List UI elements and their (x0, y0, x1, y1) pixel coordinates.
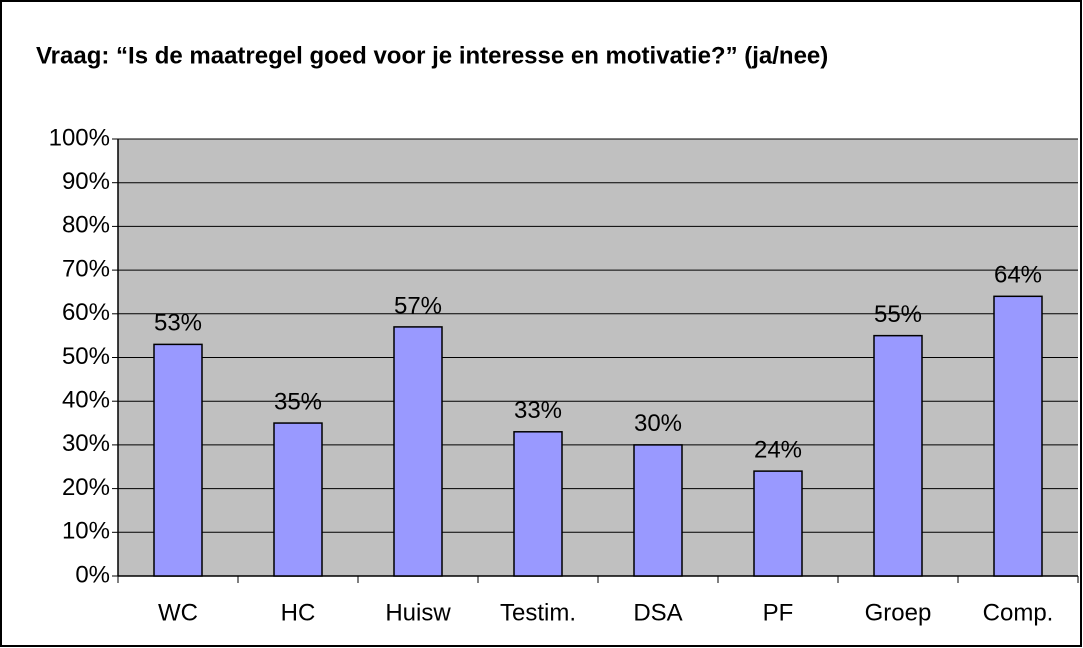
y-tick-label: 10% (62, 518, 110, 545)
y-tick-label: 80% (62, 212, 110, 239)
y-tick-label: 20% (62, 474, 110, 501)
y-tick-label: 0% (75, 561, 110, 588)
value-label: 35% (274, 388, 322, 415)
value-label: 33% (514, 397, 562, 424)
value-label: 53% (154, 310, 202, 337)
value-label: 30% (634, 410, 682, 437)
bar (993, 295, 1043, 577)
bar (393, 326, 443, 577)
y-tick-label: 60% (62, 299, 110, 326)
y-tick-label: 90% (62, 168, 110, 195)
y-tick-label: 50% (62, 343, 110, 370)
chart-title: Vraag: “Is de maatregel goed voor je int… (36, 42, 828, 69)
y-tick-label: 100% (49, 124, 110, 151)
value-label: 24% (754, 436, 802, 463)
x-tick-label: DSA (633, 599, 682, 626)
value-label: 64% (994, 262, 1042, 289)
x-tick-label: Groep (865, 599, 932, 626)
bar (633, 444, 683, 577)
bar (153, 343, 203, 577)
x-tick-label: HC (281, 599, 316, 626)
y-tick-label: 70% (62, 255, 110, 282)
bar (513, 431, 563, 577)
bar (873, 334, 923, 577)
x-tick-label: Comp. (983, 599, 1054, 626)
x-tick-label: WC (158, 599, 198, 626)
bar (753, 470, 803, 577)
x-tick-label: PF (763, 599, 794, 626)
value-label: 55% (874, 301, 922, 328)
x-tick-label: Huisw (385, 599, 451, 626)
y-tick-label: 40% (62, 387, 110, 414)
bar (273, 422, 323, 577)
y-tick-label: 30% (62, 430, 110, 457)
x-tick-label: Testim. (500, 599, 576, 626)
value-label: 57% (394, 292, 442, 319)
